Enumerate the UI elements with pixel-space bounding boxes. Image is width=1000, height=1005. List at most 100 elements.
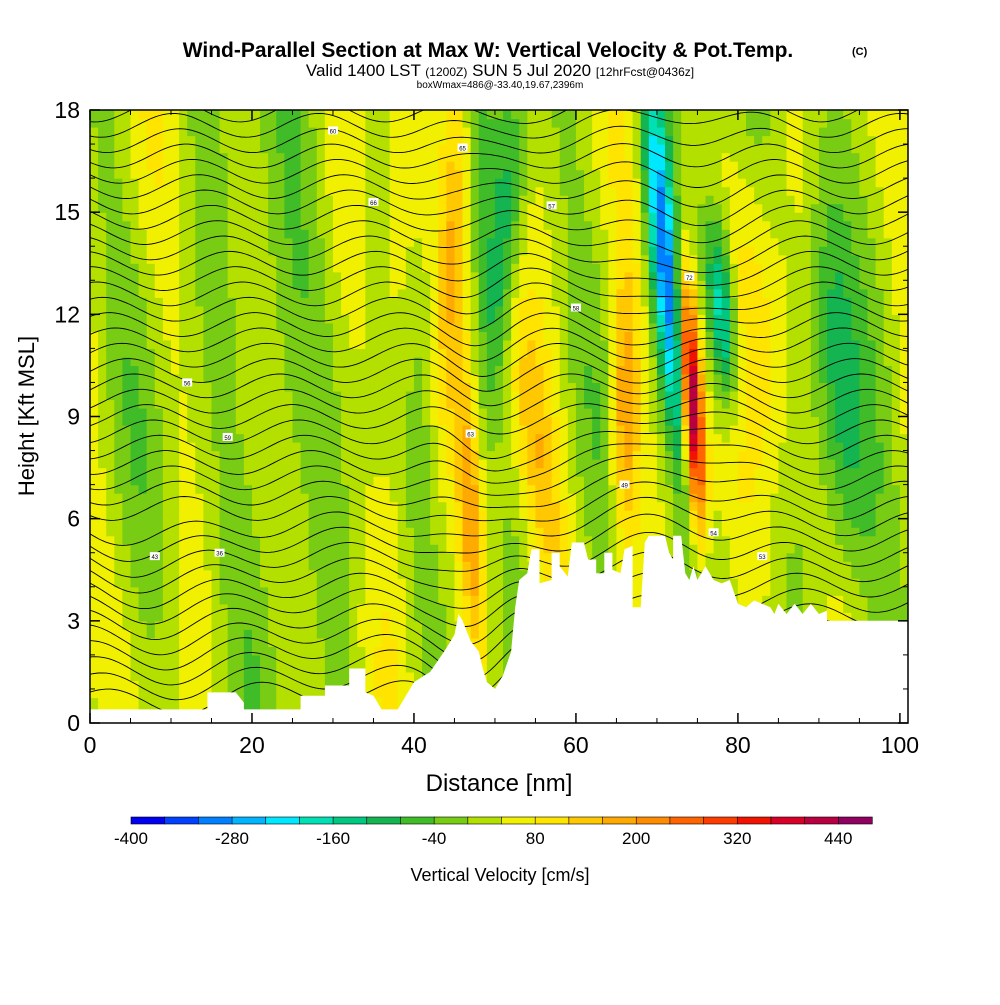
velocity-cell [211,518,221,528]
velocity-cell [397,203,407,213]
velocity-cell [616,110,626,120]
velocity-cell [300,110,310,120]
velocity-cell [470,280,480,290]
velocity-cell [235,407,245,418]
velocity-cell [227,305,237,315]
velocity-cell [106,382,115,392]
velocity-cell [422,271,431,281]
velocity-cell [203,339,213,349]
velocity-cell [470,348,480,358]
velocity-cell [276,493,285,503]
velocity-cell [146,288,156,298]
velocity-cell [511,399,520,409]
velocity-cell [179,671,188,682]
velocity-cell [284,552,294,562]
velocity-cell [308,305,318,315]
velocity-cell [138,203,148,213]
velocity-cell [616,544,626,554]
velocity-cell [332,365,342,375]
velocity-cell [90,152,99,162]
velocity-cell [138,229,148,239]
velocity-cell [616,561,626,571]
velocity-cell [154,433,164,443]
velocity-cell [195,535,204,545]
velocity-cell [332,135,342,145]
velocity-cell [227,254,237,264]
velocity-cell [300,382,310,392]
velocity-cell [600,467,609,477]
velocity-cell [519,152,528,162]
velocity-cell [600,220,609,230]
velocity-cell [405,305,415,315]
velocity-cell [324,552,334,562]
velocity-cell [446,339,456,349]
velocity-cell [422,178,431,188]
velocity-cell [187,450,196,460]
velocity-cell [470,561,480,571]
velocity-cell [600,178,609,188]
velocity-cell [341,637,350,647]
velocity-cell [600,254,609,264]
velocity-cell [446,314,456,324]
velocity-cell [235,314,245,324]
velocity-cell [543,407,553,418]
velocity-cell [251,629,261,639]
velocity-cell [373,578,383,588]
velocity-cell [397,663,407,673]
velocity-cell [316,535,326,545]
velocity-cell [575,416,585,426]
velocity-cell [511,246,520,256]
velocity-cell [235,612,245,622]
velocity-cell [413,382,423,392]
velocity-cell [162,671,172,682]
velocity-cell [486,527,496,537]
velocity-cell [405,646,415,656]
velocity-cell [292,561,302,571]
velocity-cell [422,501,431,511]
velocity-cell [219,297,229,307]
velocity-cell [260,305,269,315]
velocity-cell [486,220,496,230]
velocity-cell [551,212,561,222]
velocity-cell [276,365,285,375]
velocity-cell [341,595,350,605]
velocity-cell [260,620,269,630]
velocity-cell [640,331,650,341]
velocity-cell [332,212,342,222]
velocity-cell [405,552,415,562]
velocity-cell [227,348,237,358]
velocity-cell [260,297,269,307]
velocity-cell [114,527,123,537]
velocity-cell [640,135,650,145]
velocity-cell [438,118,447,128]
velocity-cell [430,297,439,307]
velocity-cell [227,203,237,213]
velocity-cell [300,552,310,562]
velocity-cell [227,135,237,145]
velocity-cell [446,229,456,239]
velocity-cell [470,433,480,443]
velocity-cell [551,237,561,247]
velocity-cell [179,127,188,137]
velocity-cell [130,280,140,290]
velocity-cell [260,493,269,503]
velocity-cell [122,195,132,205]
velocity-cell [138,322,148,332]
velocity-cell [584,527,593,537]
velocity-cell [478,288,488,298]
velocity-cell [486,552,496,562]
velocity-cell [486,254,496,264]
velocity-cell [405,671,415,682]
velocity-cell [154,654,164,664]
velocity-cell [122,297,132,307]
velocity-cell [543,288,553,298]
velocity-cell [478,203,488,213]
velocity-cell [422,527,431,537]
velocity-cell [146,459,156,469]
velocity-cell [162,493,172,503]
velocity-cell [519,356,528,367]
velocity-cell [535,339,545,349]
velocity-cell [478,305,488,315]
velocity-cell [211,654,221,664]
velocity-cell [511,127,520,137]
